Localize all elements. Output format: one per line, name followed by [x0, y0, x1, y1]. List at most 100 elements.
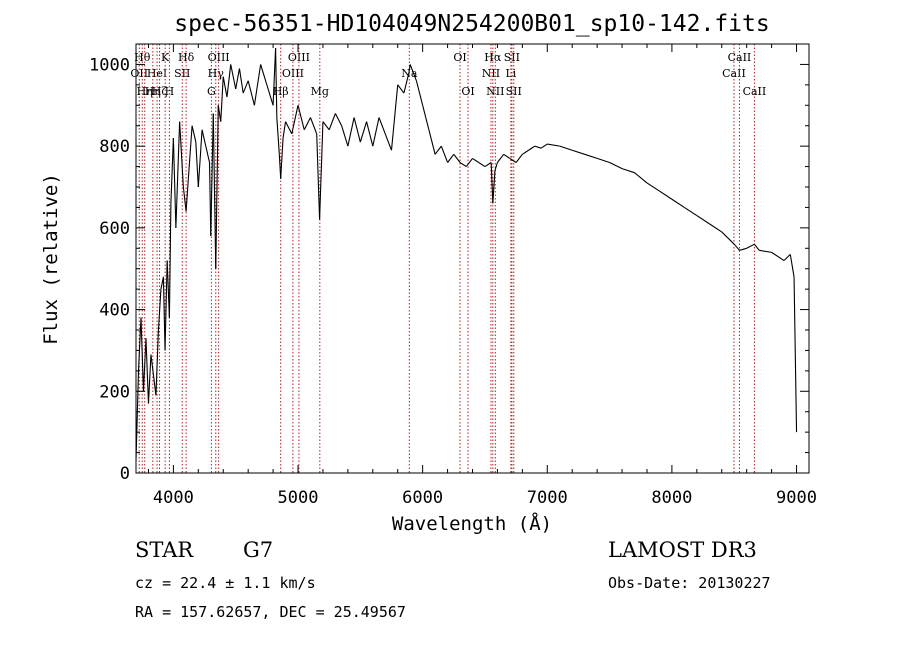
flux-segment-62 — [359, 121, 368, 143]
flux-segment-42 — [266, 84, 274, 106]
flux-segment-26 — [205, 146, 211, 163]
flux-segment-82 — [478, 162, 486, 168]
flux-segment-109 — [721, 231, 735, 245]
flux-series — [135, 48, 798, 461]
line-label-7: H — [165, 85, 175, 98]
flux-segment-16 — [172, 137, 177, 228]
flux-segment-67 — [390, 84, 399, 151]
flux-segment-104 — [659, 190, 673, 200]
flux-segment-118 — [793, 276, 798, 433]
line-label-9: Hδ — [178, 51, 195, 64]
flux-segment-96 — [559, 145, 573, 151]
flux-segment-83 — [484, 162, 492, 168]
flux-segment-89 — [509, 157, 517, 163]
flux-segment-91 — [522, 149, 529, 155]
line-label-1: Hθ — [134, 51, 151, 64]
flux-segment-57 — [328, 113, 336, 130]
flux-segment-99 — [596, 157, 610, 164]
line-label-11: Hγ — [208, 67, 225, 80]
flux-segment-78 — [453, 153, 461, 163]
flux-segment-23 — [195, 142, 199, 188]
flux-segment-112 — [746, 243, 755, 249]
flux-segment-88 — [503, 153, 511, 159]
flux-segment-36 — [235, 68, 240, 90]
flux-segment-14 — [168, 203, 172, 318]
flux-segment-4 — [145, 338, 150, 404]
flux-segment-86 — [494, 162, 498, 171]
line-label-12: OIII — [208, 51, 230, 64]
flux-segment-47 — [280, 137, 284, 179]
flux-segment-100 — [609, 161, 623, 170]
chart-title: spec-56351-HD104049N254200B01_sp10-142.f… — [174, 11, 769, 37]
axis-ticks: 4000 5000 6000 7000 8000 9000 0 200 400 600 800 100… — [89, 44, 817, 508]
line-label-13: Hβ — [273, 85, 289, 98]
flux-segment-15 — [170, 137, 174, 204]
flux-segment-12 — [164, 260, 168, 351]
flux-segment-31 — [217, 105, 222, 122]
x-tick-label-4: 8000 — [651, 488, 692, 508]
y-tick-label-2: 400 — [99, 301, 130, 321]
y-axis-label: Flux (relative) — [40, 173, 62, 345]
y-tick-label-5: 1000 — [89, 55, 130, 75]
flux-segment-116 — [783, 254, 791, 261]
flux-segment-19 — [182, 186, 187, 212]
flux-segment-94 — [540, 143, 548, 149]
line-label-24: SII — [504, 51, 520, 64]
flux-segment-81 — [472, 157, 480, 163]
x-tick-label-5: 9000 — [776, 488, 817, 508]
flux-segment-95 — [547, 143, 560, 147]
flux-segment-9 — [157, 289, 162, 331]
flux-segment-41 — [260, 64, 268, 86]
flux-segment-69 — [403, 72, 410, 94]
y-tick-label-4: 800 — [99, 137, 130, 157]
flux-segment-103 — [646, 182, 660, 192]
flux-segment-77 — [447, 153, 455, 163]
flux-segment-61 — [353, 117, 361, 143]
flux-segment-59 — [341, 125, 349, 147]
flux-segment-30 — [215, 105, 219, 269]
flux-segment-17 — [175, 121, 181, 228]
flux-segment-50 — [291, 105, 299, 135]
line-label-2: Hη — [137, 85, 153, 98]
flux-segment-25 — [201, 129, 207, 147]
flux-segment-52 — [303, 117, 311, 131]
flux-segment-66 — [384, 133, 393, 151]
flux-segment-68 — [397, 84, 405, 94]
x-axis-label: Wavelength (Å) — [392, 512, 552, 535]
line-label-25: SII — [506, 85, 522, 98]
flux-segment-44 — [275, 48, 278, 118]
object-type: STAR — [135, 538, 194, 562]
flux-segment-97 — [572, 149, 585, 155]
flux-segment-98 — [584, 153, 598, 159]
line-label-20: NII — [482, 67, 500, 80]
flux-segment-55 — [319, 121, 324, 220]
x-tick-label-3: 7000 — [527, 488, 568, 508]
flux-segment-114 — [759, 249, 772, 253]
y-tick-label-0: 0 — [120, 464, 130, 484]
flux-segment-101 — [621, 168, 635, 174]
flux-segment-54 — [316, 133, 321, 220]
line-label-17: Na — [401, 67, 418, 80]
line-label-5: Hζ — [152, 85, 168, 98]
flux-segment-37 — [238, 68, 244, 94]
line-label-28: CaII — [743, 85, 767, 98]
flux-segment-43 — [272, 48, 277, 106]
flux-segment-18 — [179, 121, 184, 188]
line-label-22: NII — [486, 85, 504, 98]
flux-segment-105 — [671, 198, 685, 208]
plot-frame — [135, 43, 810, 474]
flux-segment-65 — [378, 117, 386, 135]
spectral-subclass: G7 — [243, 538, 274, 562]
flux-segment-8 — [155, 329, 159, 396]
flux-segment-74 — [428, 129, 436, 155]
flux-segment-28 — [210, 113, 214, 237]
line-label-10: G — [207, 85, 216, 98]
line-label-8: SII — [174, 67, 190, 80]
flux-segment-29 — [212, 113, 217, 269]
flux-segment-53 — [309, 117, 318, 135]
x-tick-label-2: 6000 — [402, 488, 443, 508]
flux-segment-2 — [140, 317, 145, 392]
flux-segment-93 — [534, 145, 542, 149]
flux-segment-108 — [708, 223, 723, 233]
flux-segment-90 — [515, 153, 523, 163]
